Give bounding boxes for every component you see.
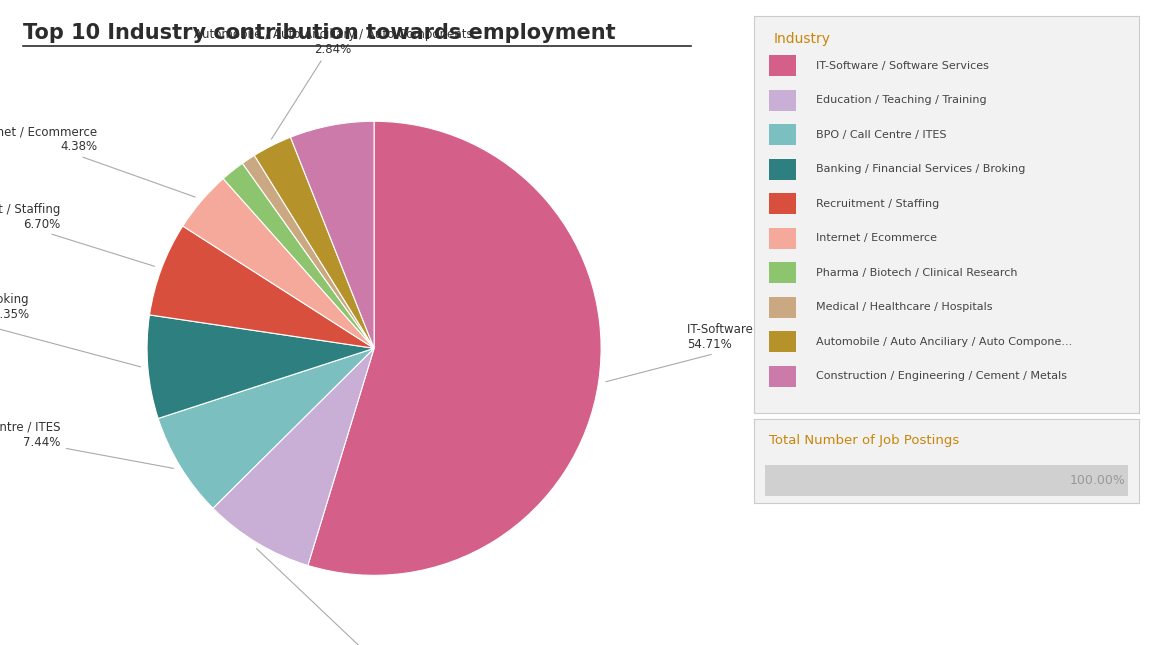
Text: Automobile / Auto Anciliary / Auto Components
2.84%: Automobile / Auto Anciliary / Auto Compo… [193, 28, 473, 139]
Text: Total Number of Job Postings: Total Number of Job Postings [769, 434, 960, 448]
Bar [769, 263, 796, 283]
Wedge shape [290, 121, 374, 348]
Wedge shape [223, 163, 374, 348]
Bar [769, 297, 796, 317]
Text: BPO / Call Centre / ITES: BPO / Call Centre / ITES [816, 130, 946, 140]
Text: Education / Teaching / Training
7.85%: Education / Teaching / Training 7.85% [257, 548, 475, 645]
Wedge shape [254, 137, 374, 348]
Text: IT-Software / Software Services
54.71%: IT-Software / Software Services 54.71% [605, 323, 870, 382]
Bar [769, 366, 796, 386]
Wedge shape [183, 179, 374, 348]
Bar [769, 55, 796, 76]
Text: Banking / Financial Services / Broking: Banking / Financial Services / Broking [816, 164, 1026, 174]
Text: Industry: Industry [773, 32, 830, 46]
Text: BPO / Call Centre / ITES
7.44%: BPO / Call Centre / ITES 7.44% [0, 421, 174, 468]
Bar [765, 464, 1128, 497]
Text: IT-Software / Software Services: IT-Software / Software Services [816, 61, 989, 71]
Wedge shape [307, 121, 601, 575]
Text: Automobile / Auto Anciliary / Auto Compone...: Automobile / Auto Anciliary / Auto Compo… [816, 337, 1072, 347]
Bar [769, 194, 796, 214]
Text: Construction / Engineering / Cement / Metals: Construction / Engineering / Cement / Me… [816, 372, 1067, 381]
Wedge shape [150, 226, 374, 348]
Text: Education / Teaching / Training: Education / Teaching / Training [816, 95, 986, 105]
Text: Banking / Financial Services / Broking
7.35%: Banking / Financial Services / Broking 7… [0, 293, 140, 367]
Wedge shape [213, 348, 374, 566]
Bar [769, 90, 796, 110]
Bar [769, 228, 796, 248]
Text: 100.00%: 100.00% [1070, 474, 1126, 487]
Text: Internet / Ecommerce: Internet / Ecommerce [816, 233, 937, 243]
Bar [769, 159, 796, 179]
Bar [769, 124, 796, 145]
Wedge shape [158, 348, 374, 508]
Bar [769, 332, 796, 352]
Text: Recruitment / Staffing
6.70%: Recruitment / Staffing 6.70% [0, 203, 154, 266]
Text: Internet / Ecommerce
4.38%: Internet / Ecommerce 4.38% [0, 125, 196, 197]
Text: Pharma / Biotech / Clinical Research: Pharma / Biotech / Clinical Research [816, 268, 1017, 278]
Text: Medical / Healthcare / Hospitals: Medical / Healthcare / Hospitals [816, 303, 992, 312]
Text: Top 10 Industry contribution towards employment: Top 10 Industry contribution towards emp… [23, 23, 616, 43]
Wedge shape [243, 155, 374, 348]
Wedge shape [147, 315, 374, 419]
Text: Recruitment / Staffing: Recruitment / Staffing [816, 199, 939, 209]
